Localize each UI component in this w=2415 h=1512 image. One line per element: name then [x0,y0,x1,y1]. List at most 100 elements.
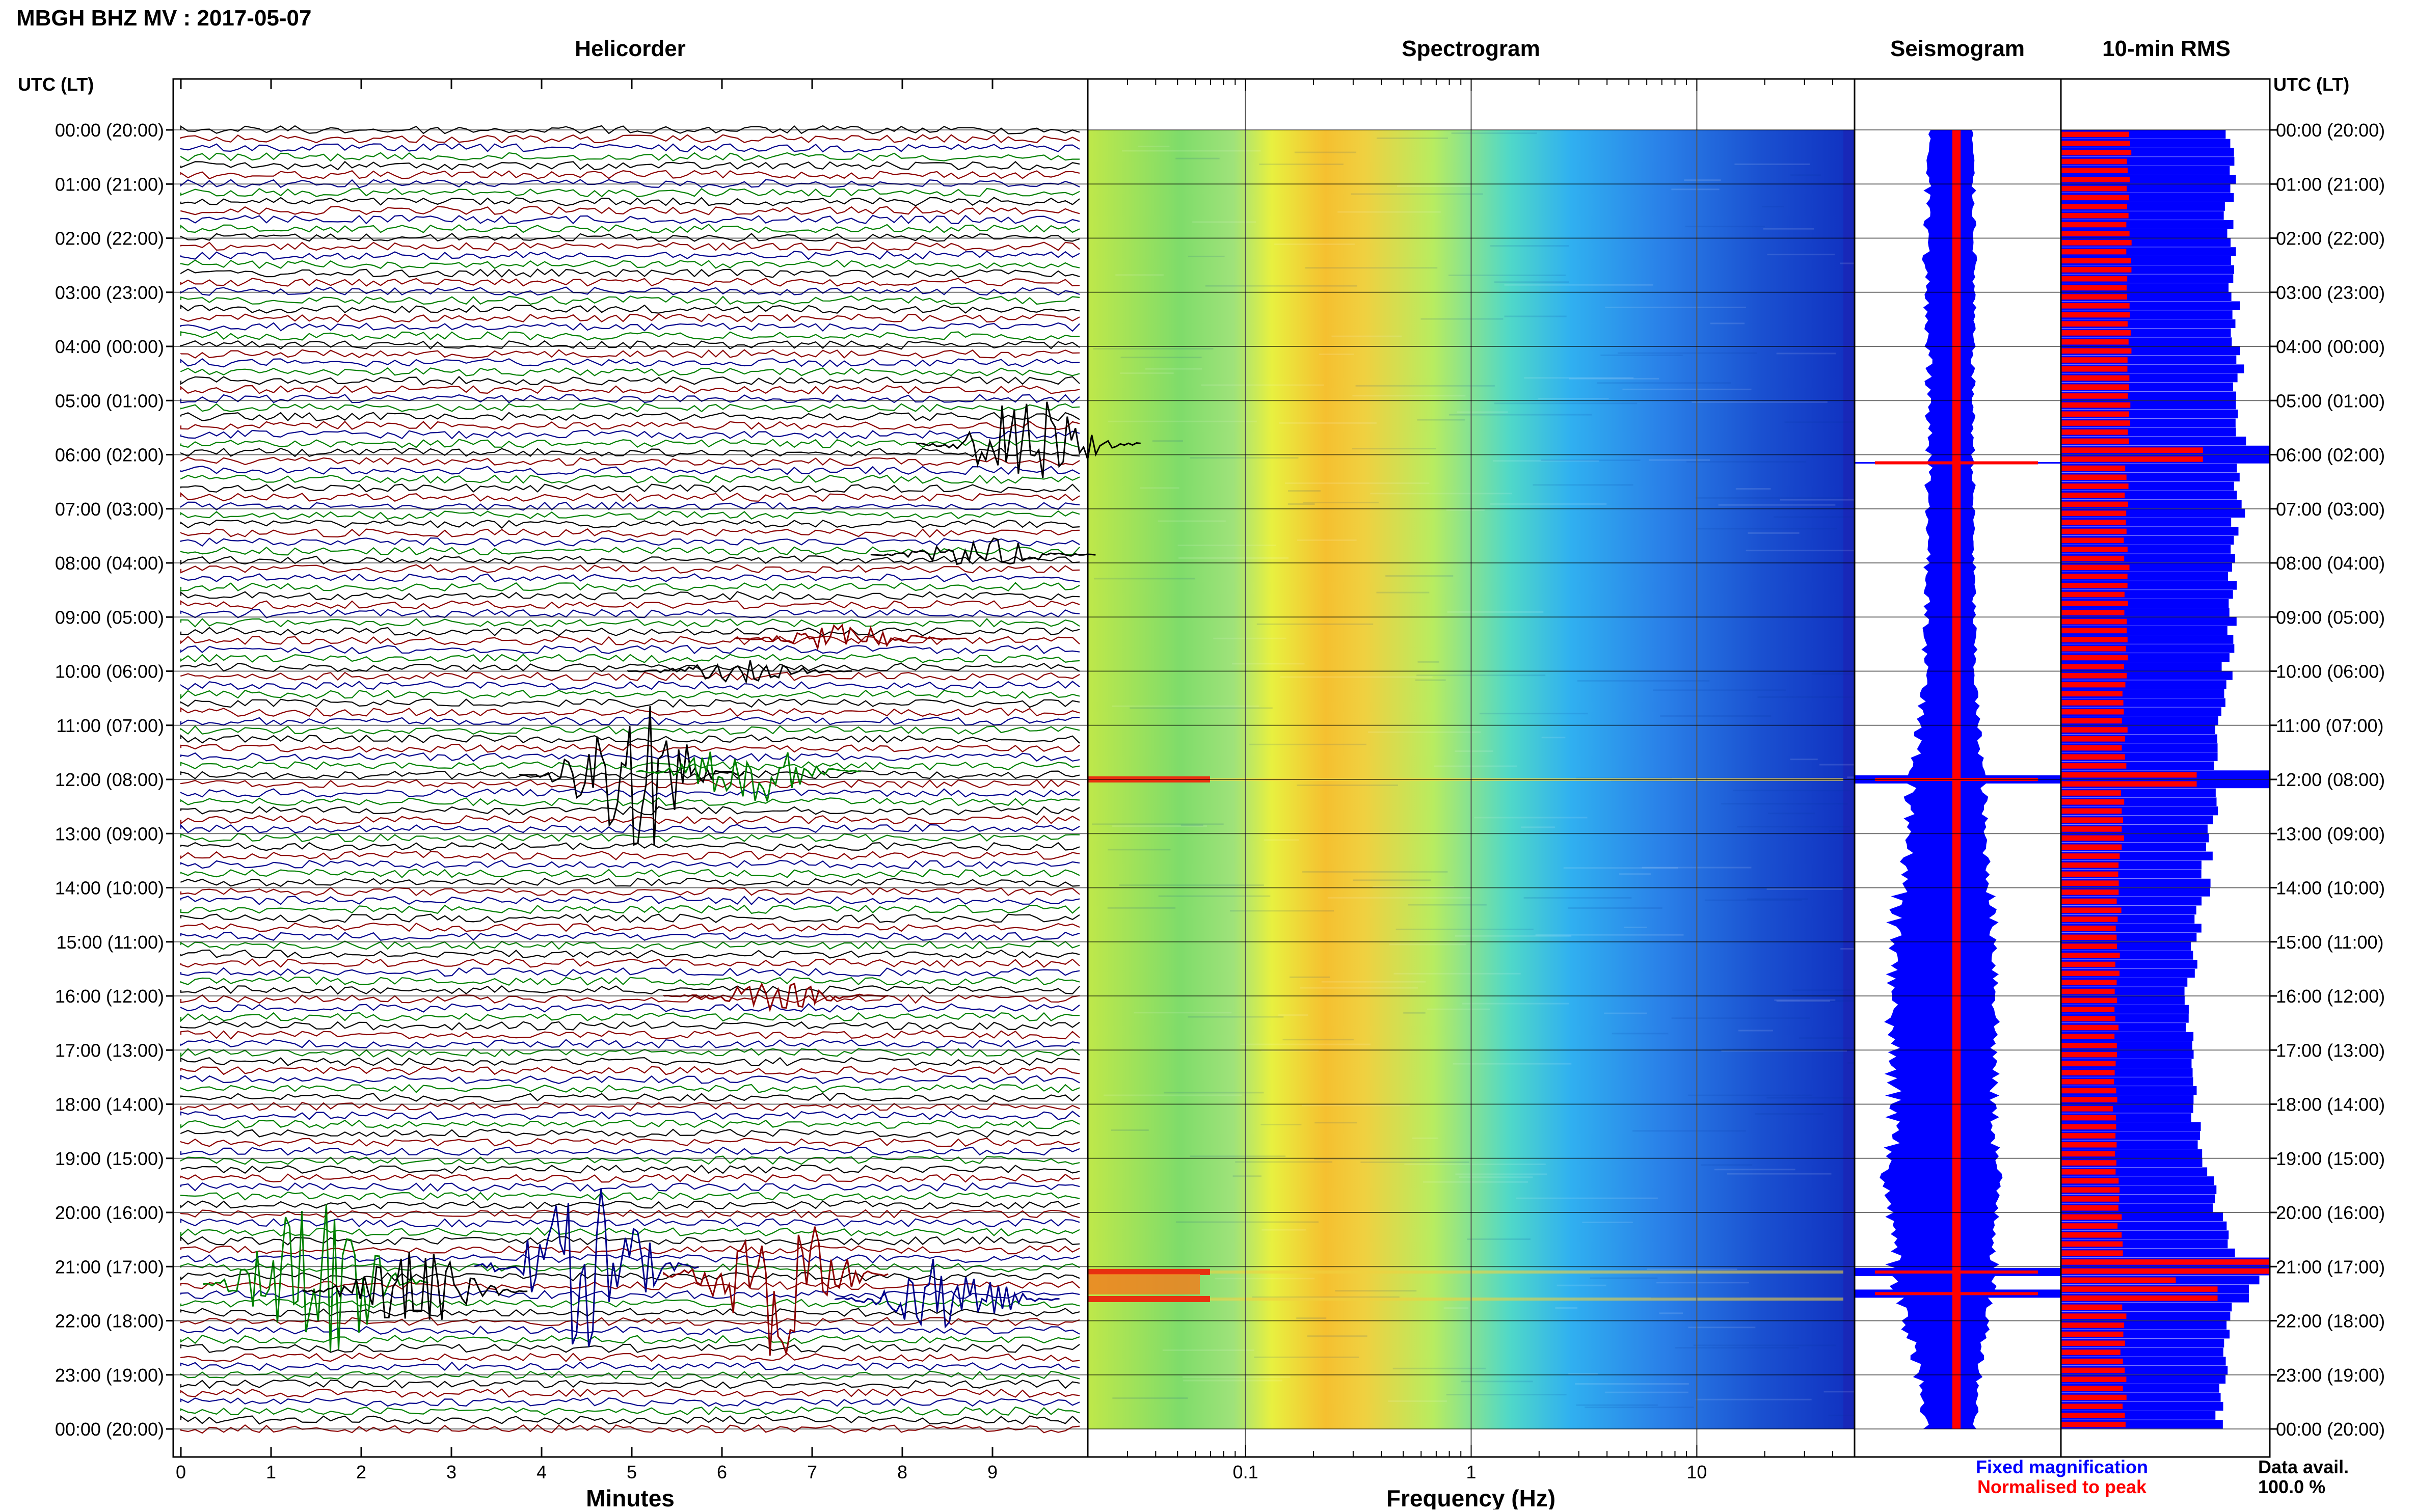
spectrogram-texture [1624,926,1647,928]
spectrogram-texture [1274,244,1355,246]
helicorder-trace [180,1021,1080,1031]
minutes-tick-label: 1 [266,1462,276,1482]
spectrogram-texture [1714,1169,1795,1171]
rms-normalised-bar [2061,673,2127,679]
rms-normalised-bar [2061,1106,2113,1112]
time-label-right: 07:00 (03:00) [2276,499,2385,520]
rms-normalised-bar [2061,943,2117,949]
x-axes: 0 1 2 3 4 5 6 7 8 9 0.1 1 10 [176,79,1855,1482]
spectrogram-texture [1240,1043,1371,1045]
helicorder-trace [180,564,1080,574]
spectrogram-texture [1490,245,1569,247]
rms-normalised-bar [2061,141,2130,146]
helicorder-trace [180,277,1080,287]
spectrogram-texture [1685,226,1765,228]
spectrogram-texture [1120,372,1174,374]
spectrogram-texture [1360,1161,1469,1163]
helicorder-trace [180,295,1080,305]
rms-normalised-bar [2061,1421,2126,1427]
rms-normalised-bar [2061,790,2121,796]
helicorder-trace [180,833,1080,843]
spectrogram-texture [1574,1383,1689,1385]
rms-normalised-bar [2061,429,2128,435]
spectrogram-texture [1164,1092,1264,1094]
rms-normalised-bar [2061,1097,2117,1102]
spectrogram-texture [1780,499,1855,501]
spectrogram-texture [1235,1161,1333,1163]
rms-normalised-bar [2061,1232,2122,1238]
spectrogram-texture [1297,539,1357,541]
helicorder-event [302,1252,528,1320]
spectrogram-texture [1175,1221,1319,1223]
spectrogram-texture [1823,1391,1855,1393]
rms-panel [2061,130,2270,1429]
rms-normalised-bar [2061,1394,2127,1400]
helicorder-trace [180,268,1080,278]
minutes-tick-label: 4 [536,1462,547,1482]
spectrogram-texture [1457,411,1508,413]
spectrogram-texture [1448,414,1592,416]
rms-normalised-bar [2061,1070,2115,1075]
spectrogram-texture [1819,764,1855,766]
spectrogram-texture [1254,1356,1359,1358]
helicorder-trace [180,358,1080,368]
spectrogram-event-block [1088,1274,1200,1294]
frequency-axis-title: Frequency (Hz) [1386,1485,1555,1509]
time-label-right: 21:00 (17:00) [2276,1256,2385,1277]
helicorder-event [870,537,1096,565]
rms-normalised-bar [2061,700,2124,706]
helicorder-trace [180,788,1080,798]
helicorder-trace [180,644,1080,655]
rms-normalised-bar [2061,1313,2127,1319]
spectrogram-texture [1541,459,1641,461]
spectrogram-texture [1792,989,1855,991]
spectrogram-texture [1115,274,1164,276]
helicorder-trace [180,385,1080,395]
spectrogram-texture [1647,1268,1737,1271]
helicorder-trace [180,1308,1080,1317]
time-label-left: 21:00 (17:00) [55,1256,164,1277]
helicorder-trace [180,197,1080,206]
spectrogram-texture [1112,705,1259,707]
time-label-right: 20:00 (16:00) [2276,1202,2385,1223]
spectrogram-texture [1597,382,1731,384]
helicorder-trace [180,1182,1080,1192]
minutes-tick-label: 5 [627,1462,637,1482]
spectrogram-texture [1721,1050,1847,1052]
spectrogram-texture [1388,1400,1447,1402]
helicorder-trace [180,681,1080,690]
helicorder-trace [180,394,1080,404]
helicorder-trace [180,447,1080,457]
frequency-tick-label: 1 [1466,1462,1476,1482]
spectrogram-texture [1563,867,1678,869]
rms-normalised-bar [2061,411,2129,417]
spectrogram-texture [1684,179,1721,181]
spectrogram-texture [1104,1094,1242,1096]
rms-normalised-bar [2061,953,2120,958]
rms-normalised-bar [2061,655,2128,661]
time-label-left: 22:00 (18:00) [55,1311,164,1332]
helicorder-trace [180,923,1080,932]
rms-normalised-bar [2061,1340,2125,1346]
helicorder-trace [180,1057,1080,1067]
rms-normalised-bar [2061,249,2127,255]
spectrogram-texture [1134,1012,1232,1014]
spectrogram-event-line [1210,1270,1843,1274]
rms-normalised-bar [2061,1205,2118,1211]
spectrogram-texture [1420,318,1504,320]
spectrogram-texture [1307,1335,1367,1337]
helicorder-trace [180,1155,1080,1165]
spectrogram-texture [1737,826,1850,828]
helicorder-trace [180,716,1080,726]
spectrogram-texture [1504,315,1567,317]
spectrogram-texture [1190,1155,1286,1157]
spectrogram-texture [1800,1000,1855,1002]
rms-title: 10-min RMS [2102,36,2231,61]
rms-normalised-bar [2061,158,2127,165]
helicorder-trace [180,510,1080,520]
spectrogram-texture [1259,164,1344,166]
rms-normalised-bar [2061,339,2129,345]
time-label-right: 17:00 (13:00) [2276,1040,2385,1061]
spectrogram-texture [1289,976,1330,978]
helicorder-trace [180,707,1080,717]
